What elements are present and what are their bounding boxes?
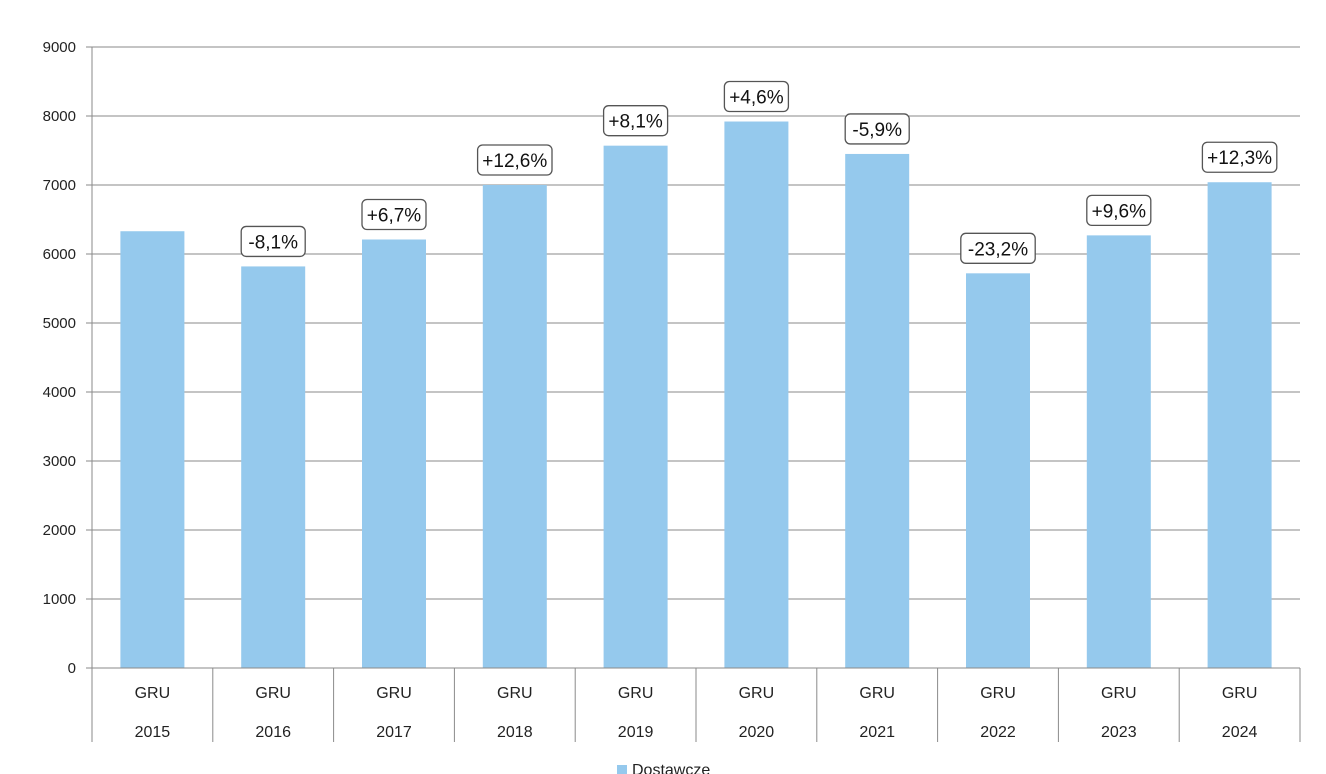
x-category-label: GRU xyxy=(1101,685,1137,702)
bar xyxy=(603,145,668,669)
x-year-label: 2022 xyxy=(980,724,1016,741)
y-tick-label: 6000 xyxy=(43,246,76,263)
legend-swatch xyxy=(617,765,627,774)
y-tick-label: 9000 xyxy=(43,39,76,56)
y-tick-label: 4000 xyxy=(43,384,76,401)
bar xyxy=(724,121,789,668)
data-label-box xyxy=(960,232,1036,264)
data-label: +6,7% xyxy=(367,206,422,227)
bar xyxy=(362,239,426,668)
x-category-label: GRU xyxy=(376,685,412,702)
y-tick-label: 8000 xyxy=(43,108,76,125)
x-category-label: GRU xyxy=(618,685,654,702)
data-label-box xyxy=(361,198,427,231)
data-label-box xyxy=(476,144,553,176)
data-label-box xyxy=(723,80,790,113)
x-year-label: 2024 xyxy=(1222,724,1258,741)
legend-label: Dostawcze xyxy=(632,762,710,774)
data-label-box xyxy=(602,105,669,137)
axes: 0 1000 2000 3000 4000 5000 6000 7000 8000 9000 GRU… xyxy=(43,39,1301,742)
y-tick-label: 2000 xyxy=(43,522,76,539)
bar xyxy=(1086,235,1151,668)
data-label: +12,6% xyxy=(482,151,547,172)
data-label: +4,6% xyxy=(729,88,784,109)
bars xyxy=(120,121,1272,669)
bar xyxy=(845,153,910,668)
bar xyxy=(241,266,306,668)
bar xyxy=(120,231,185,669)
y-tick-label: 1000 xyxy=(43,591,76,608)
data-label: -5,9% xyxy=(852,120,902,141)
data-labels: -8,1% +6,7% +12,6% +8,1% +4,6% -5,9% -23,2% +9,… xyxy=(240,80,1278,264)
data-label: +9,6% xyxy=(1092,201,1147,222)
x-year-label: 2017 xyxy=(376,724,412,741)
x-year-label: 2016 xyxy=(255,724,291,741)
data-label: -23,2% xyxy=(968,239,1028,260)
data-label-box xyxy=(1201,141,1278,173)
x-year-label: 2019 xyxy=(618,724,654,741)
data-label: +8,1% xyxy=(608,112,663,133)
x-year-label: 2021 xyxy=(859,724,895,741)
bar xyxy=(1207,182,1272,669)
x-category-label: GRU xyxy=(859,685,895,702)
x-year-label: 2018 xyxy=(497,724,533,741)
y-tick-label: 7000 xyxy=(43,177,76,194)
data-label: -8,1% xyxy=(248,232,298,253)
x-category-label: GRU xyxy=(980,685,1016,702)
legend: Dostawcze xyxy=(617,762,710,774)
y-tick-label: 3000 xyxy=(43,453,76,470)
data-label-box xyxy=(844,113,910,145)
x-category-label: GRU xyxy=(739,685,775,702)
bar xyxy=(482,185,547,668)
x-category-label: GRU xyxy=(1222,685,1258,702)
x-year-label: 2020 xyxy=(739,724,775,741)
data-label-box xyxy=(1086,194,1152,227)
y-tick-label: 0 xyxy=(68,660,76,677)
data-label: +12,3% xyxy=(1207,148,1272,169)
bar xyxy=(966,273,1030,668)
x-category-label: GRU xyxy=(497,685,533,702)
x-category-label: GRU xyxy=(135,685,171,702)
x-year-label: 2023 xyxy=(1101,724,1137,741)
data-label-box xyxy=(240,225,306,258)
y-tick-label: 5000 xyxy=(43,315,76,332)
x-year-label: 2015 xyxy=(135,724,171,741)
x-category-label: GRU xyxy=(255,685,291,702)
